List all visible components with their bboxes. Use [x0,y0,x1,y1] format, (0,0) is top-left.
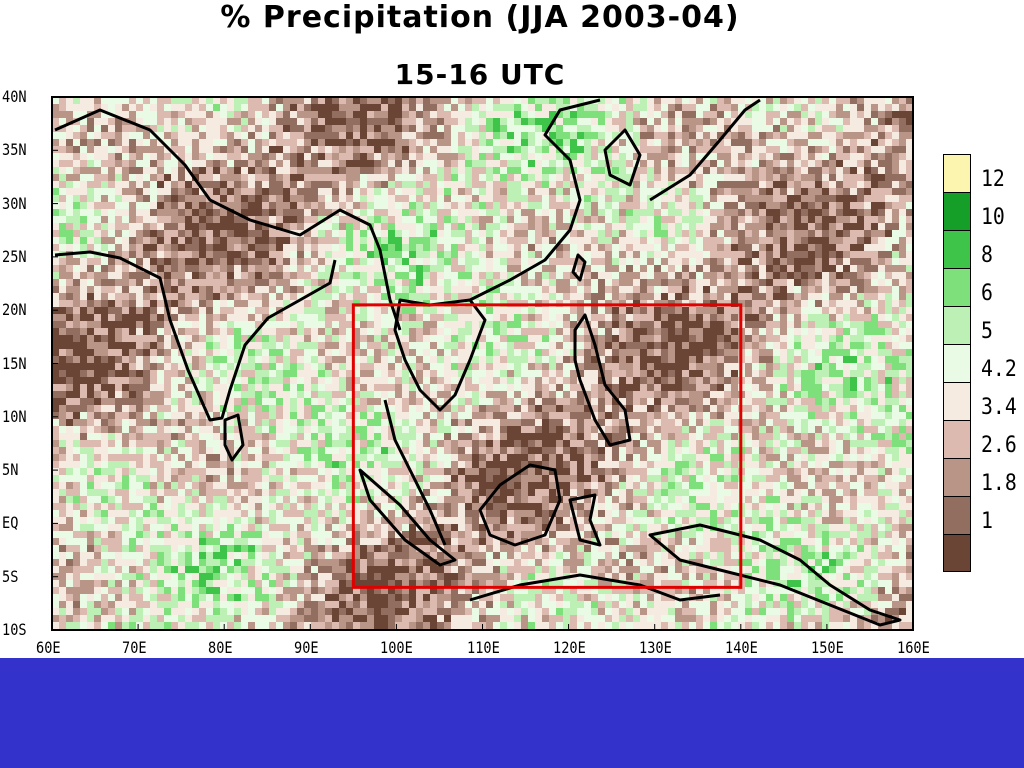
x-tick-label: 80E [208,638,233,657]
legend-label: 12 [981,167,1005,192]
x-tick-label: 100E [380,638,414,657]
y-tick-label: 15N [2,353,27,373]
y-tick-label: 5S [2,566,19,586]
x-tick-label: 140E [724,638,758,657]
coastlines [54,98,902,627]
highlight-region-box [351,303,743,589]
legend-entry: 1 [943,496,1024,534]
y-tick-label: 30N [2,193,27,213]
x-tick-label: 60E [36,638,61,657]
y-tick-label: 5N [2,460,19,480]
legend-swatch [943,344,971,382]
legend-entry: 1.8 [943,458,1024,496]
precipitation-map [51,96,914,631]
x-tick-label: 130E [638,638,672,657]
legend-entry: 6 [943,268,1024,306]
x-tick-label: 90E [294,638,319,657]
legend-entry: 12 [943,154,1024,192]
x-tick-label: 110E [466,638,500,657]
legend-label: 2.6 [981,433,1017,458]
legend-entry: 4.2 [943,344,1024,382]
x-tick-label: 120E [552,638,586,657]
y-tick-label: EQ [2,513,19,533]
map-subtitle: 15-16 UTC [394,58,566,91]
legend-swatch [943,154,971,192]
y-tick-label: 40N [2,87,27,106]
x-tick-label: 160E [897,638,930,657]
footer-bar [0,658,1024,768]
legend-label: 3.4 [981,395,1017,420]
x-tick-label: 70E [122,638,147,657]
y-tick-label: 25N [2,246,27,266]
legend-swatch [943,496,971,534]
legend-label: 10 [981,205,1005,230]
legend-entry: 2.6 [943,420,1024,458]
x-tick-label: 150E [810,638,844,657]
legend-swatch [943,382,971,420]
precipitation-field [52,97,913,630]
legend-swatch [943,192,971,230]
legend-swatch [943,420,971,458]
y-tick-label: 10N [2,406,27,426]
legend-label: 8 [981,243,993,268]
legend-entry [943,534,1024,572]
legend-swatch [943,230,971,268]
y-tick-label: 20N [2,300,27,320]
legend-label: 4.2 [981,357,1017,382]
map-title: % Precipitation (JJA 2003-04) [220,0,740,35]
legend-entry: 10 [943,192,1024,230]
legend-label: 1.8 [981,471,1017,496]
legend-swatch [943,268,971,306]
legend-swatch [943,458,971,496]
legend-swatch [943,306,971,344]
legend-entry: 8 [943,230,1024,268]
legend-label: 5 [981,319,993,344]
y-tick-label: 10S [2,620,27,639]
legend-entry: 5 [943,306,1024,344]
y-tick-label: 35N [2,140,27,160]
legend-label: 1 [981,509,993,534]
legend-swatch [943,534,971,572]
legend-entry: 3.4 [943,382,1024,420]
legend-label: 6 [981,281,993,306]
axis-ticks [51,96,914,631]
